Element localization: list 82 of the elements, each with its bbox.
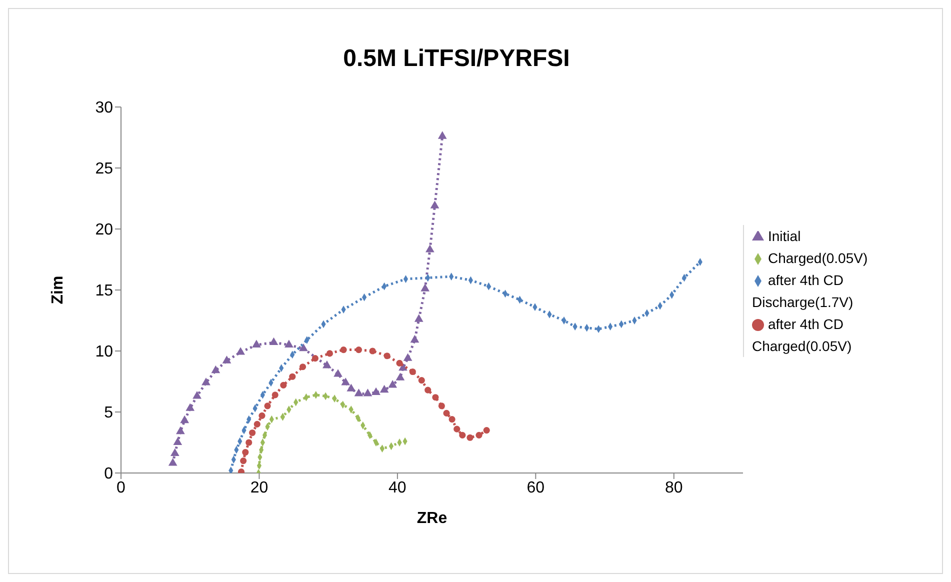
legend-label: Charged(0.05V) <box>768 250 868 266</box>
y-axis-title: Zim <box>50 276 67 304</box>
point <box>372 387 380 396</box>
point <box>443 410 450 417</box>
point <box>438 131 447 139</box>
point <box>346 384 356 392</box>
point <box>202 378 210 386</box>
point <box>192 391 202 399</box>
point <box>409 368 416 376</box>
point <box>168 458 178 466</box>
legend-label: after 4th CD Discharge(1.7V) <box>752 272 854 310</box>
y-tick-label: 20 <box>95 222 114 239</box>
point <box>459 432 466 438</box>
point <box>334 369 342 377</box>
y-tick-label: 10 <box>95 344 114 361</box>
point <box>425 244 434 252</box>
point <box>414 314 424 322</box>
y-tick-label: 5 <box>104 404 114 422</box>
point <box>396 360 403 366</box>
point <box>326 350 334 357</box>
point <box>388 380 398 388</box>
point <box>280 382 287 388</box>
point <box>312 355 318 362</box>
point <box>176 426 185 434</box>
point <box>242 448 249 456</box>
x-tick-label: 40 <box>388 479 406 496</box>
point <box>240 458 247 464</box>
point <box>340 346 347 354</box>
point <box>211 365 220 374</box>
point <box>254 420 260 428</box>
point <box>420 284 430 292</box>
point <box>438 402 445 410</box>
point <box>432 394 439 401</box>
point <box>410 334 420 343</box>
y-tick-label: 15 <box>95 282 114 300</box>
point <box>173 437 182 446</box>
point <box>448 416 456 423</box>
point <box>355 346 362 354</box>
point <box>454 426 460 432</box>
point <box>380 384 389 393</box>
point <box>252 340 261 348</box>
point <box>236 347 245 355</box>
point <box>269 337 278 346</box>
point <box>396 372 405 380</box>
point <box>264 402 271 410</box>
y-tick-label: 30 <box>95 100 114 117</box>
point <box>384 352 390 360</box>
point <box>289 373 296 380</box>
point <box>354 388 364 396</box>
point <box>430 200 440 208</box>
point <box>476 432 482 438</box>
point <box>322 360 332 368</box>
point <box>466 434 474 441</box>
point <box>228 466 234 473</box>
point <box>299 364 306 370</box>
point <box>246 439 252 446</box>
point <box>418 376 425 384</box>
point <box>369 348 376 354</box>
x-tick-label: 60 <box>526 479 545 496</box>
point <box>403 353 412 361</box>
x-axis-title: ZRe <box>416 510 448 527</box>
x-tick-label: 0 <box>116 479 126 496</box>
point <box>483 427 490 434</box>
point <box>363 388 372 396</box>
point <box>272 392 278 398</box>
y-tick-label: 25 <box>95 160 114 178</box>
point <box>222 356 232 364</box>
legend-label: after 4th CD Charged(0.05V) <box>752 316 852 354</box>
y-tick-label: 0 <box>104 466 114 483</box>
point <box>424 386 432 394</box>
point <box>284 340 294 348</box>
point <box>258 412 266 419</box>
chart-title: 0.5M LiTFSI/PYRFSI <box>342 45 571 73</box>
legend-label: Initial <box>768 228 801 244</box>
point <box>186 403 195 411</box>
point <box>341 378 350 386</box>
point <box>249 429 256 436</box>
point <box>170 448 180 456</box>
point <box>299 343 308 352</box>
x-tick-label: 80 <box>664 479 683 496</box>
x-tick-label: 20 <box>250 479 268 496</box>
point <box>180 415 190 424</box>
